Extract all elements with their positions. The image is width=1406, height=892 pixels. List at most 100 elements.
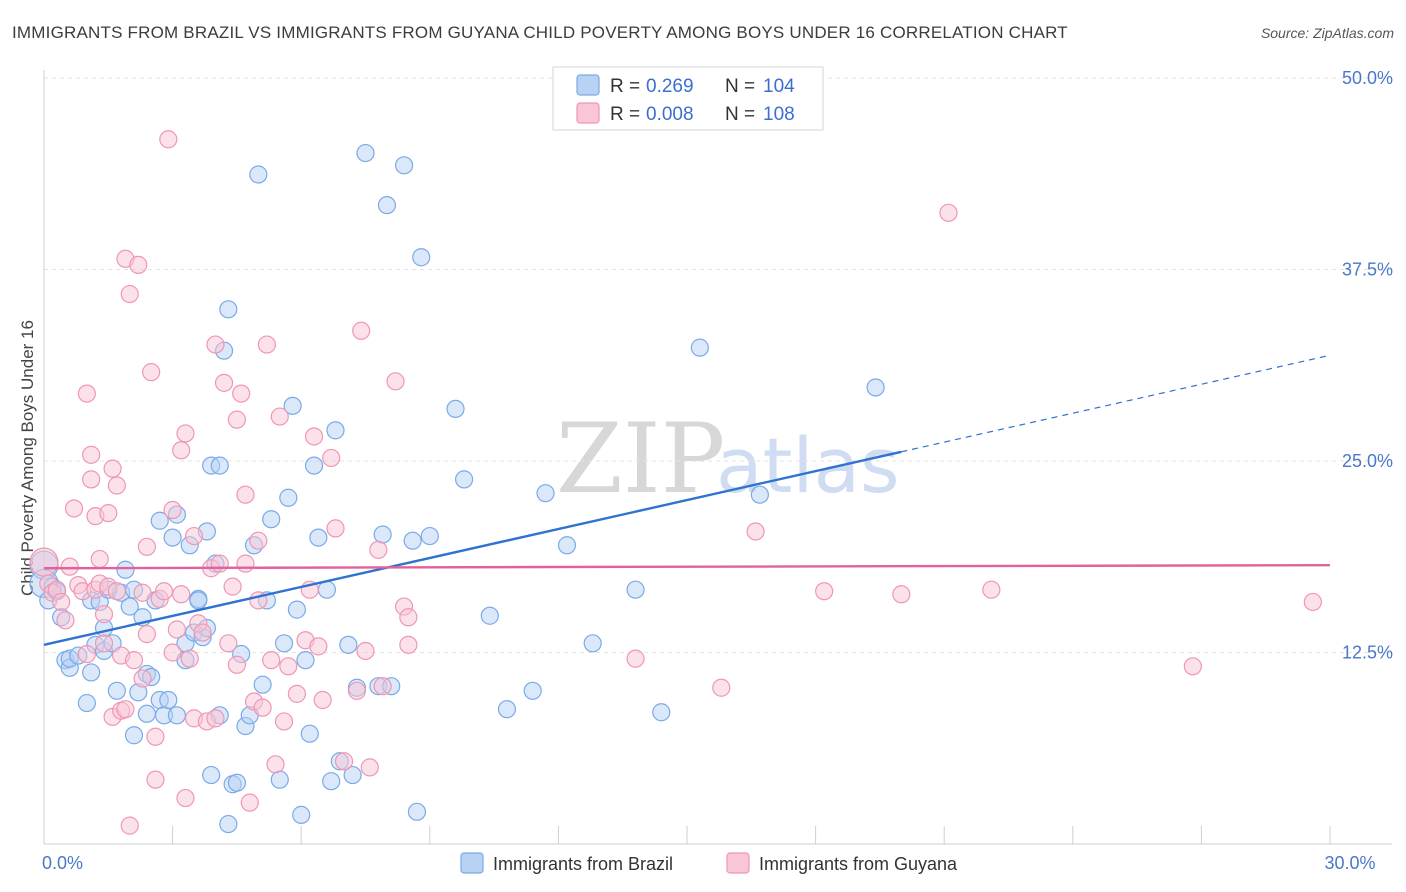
point-guyana-51 xyxy=(180,649,199,668)
y-tick-labels: 12.5% 25.0% 37.5% 50.0% xyxy=(1342,68,1393,663)
point-guyana-17 xyxy=(90,549,109,569)
point-brazil-99 xyxy=(583,634,602,653)
point-guyana-73 xyxy=(253,698,272,717)
point-brazil-22 xyxy=(120,597,139,616)
point-brazil-69 xyxy=(287,600,307,619)
point-brazil-73 xyxy=(304,456,324,475)
point-brazil-32 xyxy=(150,511,169,530)
point-brazil-12 xyxy=(82,663,101,682)
point-guyana-74 xyxy=(257,335,277,354)
legend-brazil-n-label: N = xyxy=(725,76,755,97)
point-guyana-79 xyxy=(279,657,298,676)
point-guyana-53 xyxy=(184,526,204,546)
point-brazil-79 xyxy=(339,635,358,654)
trend-line-brazil xyxy=(43,450,902,647)
watermark-zip: ZIP xyxy=(556,403,725,515)
point-guyana-91 xyxy=(356,641,375,661)
point-brazil-35 xyxy=(163,528,182,547)
point-brazil-102 xyxy=(690,338,709,357)
point-guyana-60 xyxy=(210,554,229,573)
point-guyana-84 xyxy=(309,637,328,656)
point-guyana-87 xyxy=(326,519,345,538)
point-brazil-61 xyxy=(249,165,268,184)
point-brazil-75 xyxy=(317,580,337,599)
point-guyana-93 xyxy=(369,540,388,559)
point-guyana-35 xyxy=(133,583,152,602)
point-brazil-54 xyxy=(219,300,238,319)
legend-brazil-r-label: R = xyxy=(610,76,640,97)
point-brazil-43 xyxy=(189,591,208,610)
legend-guyana-n-label: N = xyxy=(725,104,755,125)
point-guyana-4 xyxy=(52,592,71,612)
point-guyana-55 xyxy=(193,623,212,642)
point-guyana-38 xyxy=(142,363,161,382)
bottom-legend-swatch-brazil xyxy=(460,852,484,874)
y-tick-label-0: 12.5% xyxy=(1342,643,1393,663)
point-brazil-21 xyxy=(116,560,135,579)
point-brazil-84 xyxy=(373,525,392,544)
point-brazil-77 xyxy=(326,421,345,440)
point-guyana-49 xyxy=(176,424,195,443)
point-guyana-24 xyxy=(107,582,126,601)
point-brazil-101 xyxy=(652,703,671,722)
point-guyana-64 xyxy=(227,655,246,674)
point-guyana-50 xyxy=(176,788,195,808)
point-guyana-44 xyxy=(163,500,182,520)
point-guyana-58 xyxy=(206,335,225,354)
point-guyana-23 xyxy=(103,459,122,478)
chart-title: IMMIGRANTS FROM BRAZIL VS IMMIGRANTS FRO… xyxy=(12,23,1068,42)
point-brazil-97 xyxy=(536,484,555,503)
point-brazil-95 xyxy=(497,700,517,719)
point-guyana-32 xyxy=(124,651,144,670)
point-guyana-99 xyxy=(626,649,645,668)
point-guyana-94 xyxy=(373,677,392,696)
point-guyana-72 xyxy=(249,531,268,550)
point-brazil-19 xyxy=(107,681,126,700)
point-guyana-78 xyxy=(274,712,294,731)
y-tick-label-3: 50.0% xyxy=(1342,68,1393,88)
legend-guyana-n-value: 108 xyxy=(763,104,795,125)
point-guyana-102 xyxy=(815,582,834,601)
trend-line-brazil-extension xyxy=(901,354,1331,453)
point-guyana-105 xyxy=(982,580,1001,599)
point-guyana-104 xyxy=(939,203,958,222)
legend-swatch-brazil xyxy=(576,74,600,96)
point-guyana-80 xyxy=(287,684,307,703)
point-guyana-101 xyxy=(746,522,765,541)
point-guyana-90 xyxy=(352,321,371,340)
point-brazil-93 xyxy=(454,470,474,489)
point-guyana-12 xyxy=(82,470,101,489)
point-guyana-100 xyxy=(712,678,731,697)
point-brazil-50 xyxy=(210,456,229,475)
point-brazil-68 xyxy=(283,396,302,415)
point-brazil-90 xyxy=(412,248,431,267)
point-brazil-71 xyxy=(296,651,315,670)
point-guyana-89 xyxy=(347,681,367,700)
legend-brazil-r-value: 0.269 xyxy=(646,76,694,97)
point-brazil-64 xyxy=(262,510,281,529)
trend-lines xyxy=(43,354,1331,647)
point-guyana-48 xyxy=(172,585,191,604)
point-guyana-85 xyxy=(313,690,332,710)
point-brazil-91 xyxy=(420,526,439,546)
point-guyana-7 xyxy=(64,499,84,518)
point-brazil-85 xyxy=(377,196,397,215)
point-brazil-96 xyxy=(523,681,542,700)
point-brazil-72 xyxy=(300,724,319,743)
point-guyana-62 xyxy=(219,634,238,653)
y-tick-label-2: 37.5% xyxy=(1342,260,1393,280)
point-brazil-53 xyxy=(219,814,238,834)
point-guyana-13 xyxy=(82,445,101,464)
point-brazil-47 xyxy=(202,765,221,785)
y-tick-label-1: 25.0% xyxy=(1342,451,1393,471)
point-brazil-37 xyxy=(167,706,186,725)
chart-source: Source: ZipAtlas.com xyxy=(1261,25,1394,41)
point-brazil-103 xyxy=(750,485,769,504)
point-guyana-47 xyxy=(172,441,191,460)
point-guyana-69 xyxy=(240,793,259,812)
point-guyana-31 xyxy=(120,284,139,304)
point-brazil-100 xyxy=(626,580,645,599)
point-guyana-21 xyxy=(99,503,118,523)
point-guyana-33 xyxy=(129,255,148,275)
legend-swatch-guyana xyxy=(576,102,600,124)
